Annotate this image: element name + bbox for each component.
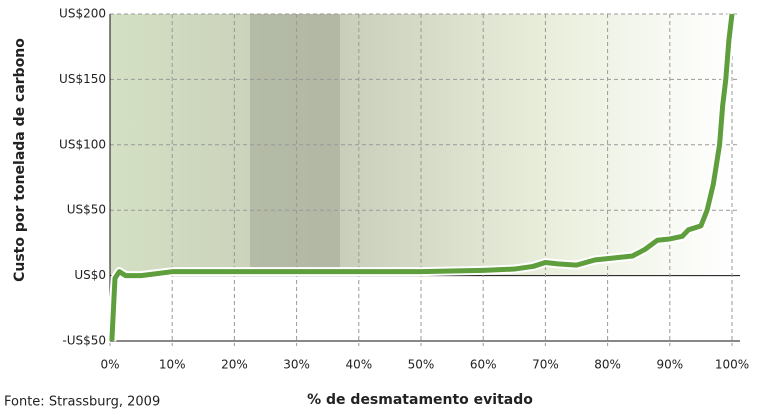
y-axis-title: Custo por tonelada de carbono bbox=[12, 38, 28, 282]
x-axis-title: % de desmatamento evitado bbox=[307, 392, 533, 408]
x-tick-label: 30% bbox=[283, 358, 310, 372]
source-note: Fonte: Strassburg, 2009 bbox=[4, 395, 160, 410]
x-tick-label: 40% bbox=[345, 358, 372, 372]
y-tick-label: US$200 bbox=[59, 7, 106, 21]
x-tick-label: 90% bbox=[656, 358, 683, 372]
x-tick-label: 0% bbox=[100, 358, 119, 372]
y-tick-label: US$150 bbox=[59, 72, 106, 86]
y-tick-label: -US$50 bbox=[62, 334, 106, 348]
x-tick-label: 80% bbox=[594, 358, 621, 372]
x-tick-label: 20% bbox=[221, 358, 248, 372]
x-tick-label: 70% bbox=[532, 358, 559, 372]
line bbox=[109, 13, 735, 342]
x-tick-label: 50% bbox=[408, 358, 435, 372]
y-tick-label: US$50 bbox=[67, 203, 106, 217]
y-tick-label: US$0 bbox=[74, 268, 106, 282]
y-tick-label: US$100 bbox=[59, 137, 106, 151]
x-tick-label: 100% bbox=[715, 358, 749, 372]
x-tick-label: 10% bbox=[159, 358, 186, 372]
x-tick-label: 60% bbox=[470, 358, 497, 372]
